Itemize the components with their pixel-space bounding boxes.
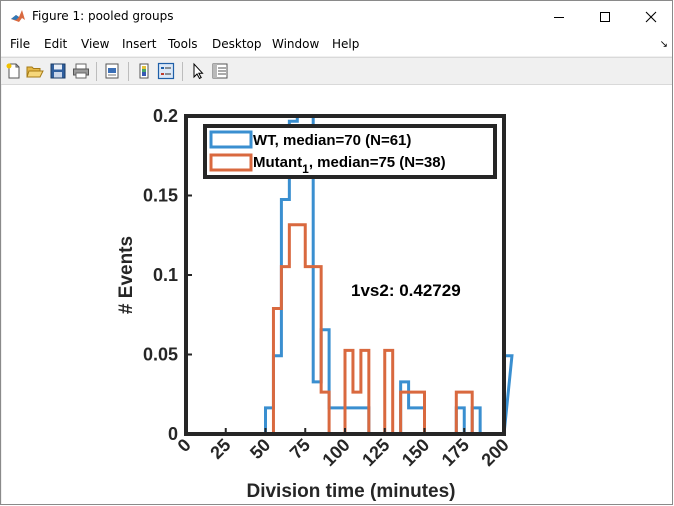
open-file-icon[interactable] — [26, 62, 44, 80]
y-tick-label: 0 — [168, 424, 178, 444]
legend-label-mutant-rest: , median=75 (N=38) — [309, 154, 446, 171]
legend[interactable]: WT, median=70 (N=61) Mutant1, median=75 … — [203, 124, 497, 179]
property-inspector-icon[interactable] — [211, 62, 229, 80]
legend-swatch-mutant — [209, 153, 253, 172]
y-tick-label: 0.2 — [153, 106, 178, 126]
figure-canvas: 0 0.05 0.1 0.15 0.2 0 25 50 75 100 125 150 175 200 Di… — [2, 85, 673, 505]
menu-window[interactable]: Window — [272, 37, 320, 51]
toolbar-separator — [96, 62, 97, 81]
y-tick-label: 0.15 — [143, 186, 178, 206]
x-axis-label: Division time (minutes) — [246, 481, 455, 502]
minimize-button[interactable] — [536, 1, 582, 32]
y-tick-label: 0.1 — [153, 265, 178, 285]
y-tick-label: 0.05 — [143, 345, 178, 365]
pointer-icon[interactable] — [189, 62, 207, 80]
x-tick-label: 75 — [286, 435, 314, 463]
new-figure-icon[interactable] — [5, 62, 23, 80]
x-tick-label: 175 — [438, 435, 473, 470]
menu-edit[interactable]: Edit — [44, 37, 68, 51]
menu-insert[interactable]: Insert — [122, 37, 157, 51]
menu-bar: File Edit View Insert Tools Desktop Wind… — [1, 32, 672, 56]
legend-swatch-wt — [209, 130, 253, 149]
histogram-series-mutant — [186, 223, 504, 436]
dock-arrow-icon[interactable]: ↘ — [659, 39, 668, 50]
colorbar-icon[interactable] — [135, 62, 153, 80]
title-bar[interactable]: Figure 1: pooled groups — [1, 1, 672, 32]
menu-desktop[interactable]: Desktop — [212, 37, 262, 51]
p-value-annotation: 1vs2: 0.42729 — [351, 281, 461, 300]
save-icon[interactable] — [49, 62, 67, 80]
x-tick-label: 50 — [246, 435, 274, 463]
menu-help[interactable]: Help — [332, 37, 360, 51]
print-preview-icon[interactable] — [103, 62, 121, 80]
matlab-icon — [11, 10, 25, 22]
menu-file[interactable]: File — [10, 37, 31, 51]
figure-toolbar — [1, 57, 672, 85]
toolbar-separator — [128, 62, 129, 81]
x-tick-label: 200 — [477, 435, 512, 470]
close-icon — [645, 11, 657, 22]
x-tick-label: 125 — [358, 435, 393, 470]
maximize-button[interactable] — [582, 1, 628, 32]
maximize-icon — [600, 11, 610, 22]
close-button[interactable] — [628, 1, 672, 32]
legend-label-mutant-sub: 1 — [302, 162, 309, 176]
minimize-icon — [554, 16, 564, 18]
window-title: Figure 1: pooled groups — [32, 9, 174, 23]
print-icon[interactable] — [72, 62, 90, 80]
legend-label-wt: WT, median=70 (N=61) — [253, 132, 411, 149]
legend-label-mutant-main: Mutant — [253, 154, 302, 171]
x-tick-label: 0 — [174, 435, 195, 456]
y-axis-label: # Events — [116, 236, 137, 314]
legend-label-mutant: Mutant1, median=75 (N=38) — [253, 154, 446, 176]
x-tick-label: 150 — [398, 435, 433, 470]
histogram-plot[interactable]: 0 0.05 0.1 0.15 0.2 0 25 50 75 100 125 150 175 200 Di… — [2, 85, 673, 505]
toolbar-separator — [182, 62, 183, 81]
menu-tools[interactable]: Tools — [168, 37, 198, 51]
legend-icon[interactable] — [157, 62, 175, 80]
x-tick-label: 100 — [318, 435, 353, 470]
legend-box — [203, 124, 497, 179]
x-tick-label: 25 — [206, 435, 234, 463]
menu-view[interactable]: View — [81, 37, 110, 51]
